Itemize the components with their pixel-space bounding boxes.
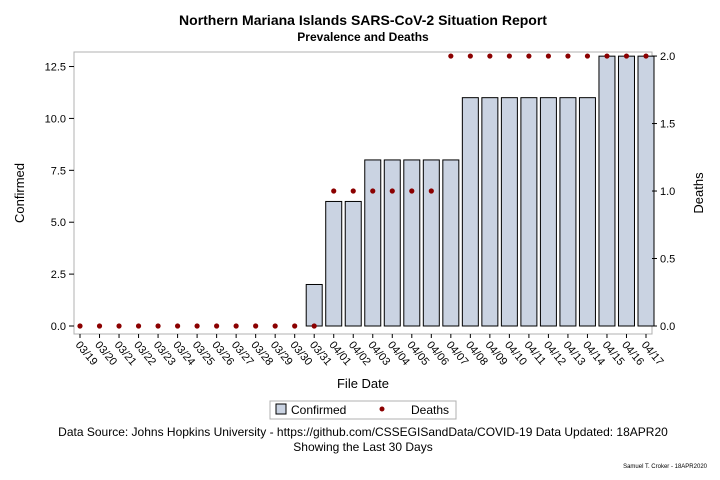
- bar-04/14: [578, 97, 596, 327]
- death-point-04/13: [565, 53, 571, 59]
- death-point-04/04: [389, 188, 395, 194]
- death-point-03/19: [77, 323, 83, 329]
- death-point-04/14: [584, 53, 591, 59]
- bar-04/13: [559, 97, 577, 327]
- bar-04/10: [500, 97, 518, 327]
- bar-04/01: [325, 200, 343, 327]
- death-point-04/05: [409, 188, 415, 194]
- bar-04/06: [422, 159, 440, 327]
- x-axis-label: File Date: [337, 376, 389, 391]
- death-point-03/30: [292, 323, 298, 329]
- death-point-04/03: [370, 188, 376, 194]
- y-tick-label: 10.0: [45, 113, 66, 125]
- death-point-03/22: [135, 323, 142, 329]
- y-tick-label: 2.5: [51, 269, 66, 281]
- death-point-03/28: [253, 323, 259, 329]
- y-tick-label: 5.0: [51, 217, 66, 229]
- death-point-03/27: [233, 323, 239, 329]
- bar-04/02: [344, 200, 362, 327]
- bar-04/12: [539, 97, 557, 327]
- death-point-03/29: [272, 323, 278, 329]
- bar-04/15: [598, 55, 616, 327]
- chart-subtitle: Prevalence and Deaths: [297, 30, 429, 44]
- death-point-04/17: [643, 53, 649, 59]
- death-point-03/21: [116, 323, 122, 329]
- bar-03/31: [305, 283, 323, 327]
- dot-series: [77, 53, 649, 329]
- chart-title: Northern Mariana Islands SARS-CoV-2 Situ…: [179, 12, 547, 28]
- footnote-window: Showing the Last 30 Days: [293, 440, 432, 454]
- y2-tick-label: 1.5: [660, 119, 675, 131]
- author-credit: Samuel T. Croker - 18APR2020: [623, 464, 708, 470]
- y2-tick-label: 1.0: [660, 186, 675, 198]
- bar-04/08: [461, 97, 479, 327]
- legend-marker-deaths: [379, 406, 385, 412]
- death-point-04/09: [487, 53, 493, 59]
- x-axis-ticks: 03/1903/2003/2103/2203/2303/2403/2503/26…: [73, 334, 666, 368]
- y2-axis-ticks: 0.0 0.5 1.0 1.5 2.0: [652, 51, 675, 333]
- bar-series: [305, 55, 655, 327]
- bar-04/09: [481, 97, 499, 327]
- legend-label-deaths: Deaths: [411, 403, 449, 417]
- death-point-04/01: [331, 188, 337, 194]
- bar-04/03: [364, 159, 382, 327]
- death-point-04/08: [467, 53, 473, 59]
- y2-axis-label: Deaths: [691, 172, 706, 214]
- bar-04/04: [383, 159, 401, 327]
- death-point-03/23: [155, 323, 161, 329]
- bar-04/17: [637, 55, 655, 327]
- death-point-04/02: [350, 188, 356, 194]
- legend-swatch-confirmed: [275, 403, 287, 415]
- legend-frame: [269, 400, 457, 420]
- death-point-03/31: [311, 323, 317, 329]
- death-point-04/06: [428, 188, 434, 194]
- x-tick-label: 04/17: [639, 339, 666, 368]
- death-point-03/26: [214, 323, 220, 329]
- death-point-03/24: [174, 323, 181, 329]
- death-point-04/12: [545, 53, 552, 59]
- death-point-04/15: [604, 53, 610, 59]
- y-axis-label: Confirmed: [12, 163, 27, 223]
- death-point-04/11: [526, 53, 532, 59]
- y2-tick-label: 0.5: [660, 254, 675, 266]
- bar-04/05: [403, 159, 421, 327]
- bar-04/07: [442, 159, 460, 327]
- y-tick-label: 12.5: [45, 62, 66, 74]
- death-point-03/20: [96, 323, 103, 329]
- legend-label-confirmed: Confirmed: [291, 403, 346, 417]
- footnote-source: Data Source: Johns Hopkins University - …: [58, 425, 668, 439]
- y-tick-label: 7.5: [51, 165, 66, 177]
- y-axis-ticks: 0.0 2.5 5.0 7.5 10.0 12.5: [45, 62, 74, 333]
- death-point-04/10: [506, 53, 512, 59]
- death-point-04/07: [448, 53, 454, 59]
- y-tick-label: 0.0: [51, 321, 66, 333]
- bar-04/11: [520, 97, 538, 327]
- legend: Confirmed Deaths: [269, 400, 457, 420]
- y2-tick-label: 0.0: [660, 321, 675, 333]
- y2-tick-label: 2.0: [660, 51, 675, 63]
- bar-04/16: [617, 55, 635, 327]
- death-point-03/25: [194, 323, 200, 329]
- death-point-04/16: [623, 53, 630, 59]
